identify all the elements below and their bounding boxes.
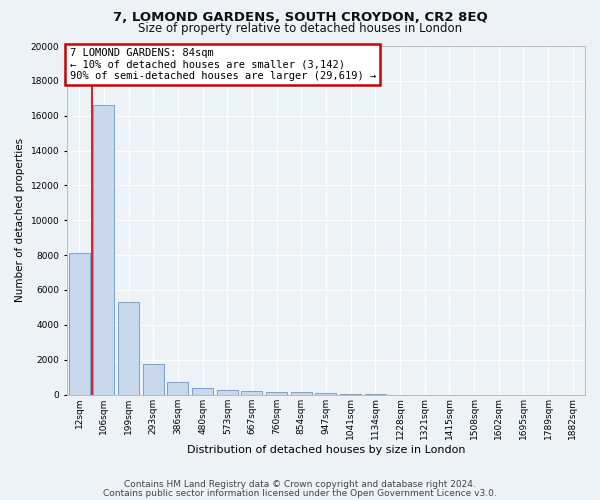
Text: Size of property relative to detached houses in London: Size of property relative to detached ho… — [138, 22, 462, 35]
Bar — [143, 364, 164, 394]
Bar — [217, 390, 238, 394]
Bar — [192, 388, 213, 394]
Bar — [69, 254, 90, 394]
X-axis label: Distribution of detached houses by size in London: Distribution of detached houses by size … — [187, 445, 465, 455]
Y-axis label: Number of detached properties: Number of detached properties — [15, 138, 25, 302]
Text: Contains public sector information licensed under the Open Government Licence v3: Contains public sector information licen… — [103, 488, 497, 498]
Text: 7 LOMOND GARDENS: 84sqm
← 10% of detached houses are smaller (3,142)
90% of semi: 7 LOMOND GARDENS: 84sqm ← 10% of detache… — [70, 48, 376, 81]
Text: Contains HM Land Registry data © Crown copyright and database right 2024.: Contains HM Land Registry data © Crown c… — [124, 480, 476, 489]
Bar — [118, 302, 139, 394]
Bar — [291, 392, 312, 394]
Bar — [241, 391, 262, 394]
Bar — [167, 382, 188, 394]
Bar — [316, 393, 337, 394]
Bar — [266, 392, 287, 394]
Text: 7, LOMOND GARDENS, SOUTH CROYDON, CR2 8EQ: 7, LOMOND GARDENS, SOUTH CROYDON, CR2 8E… — [113, 11, 487, 24]
Bar — [94, 106, 115, 395]
